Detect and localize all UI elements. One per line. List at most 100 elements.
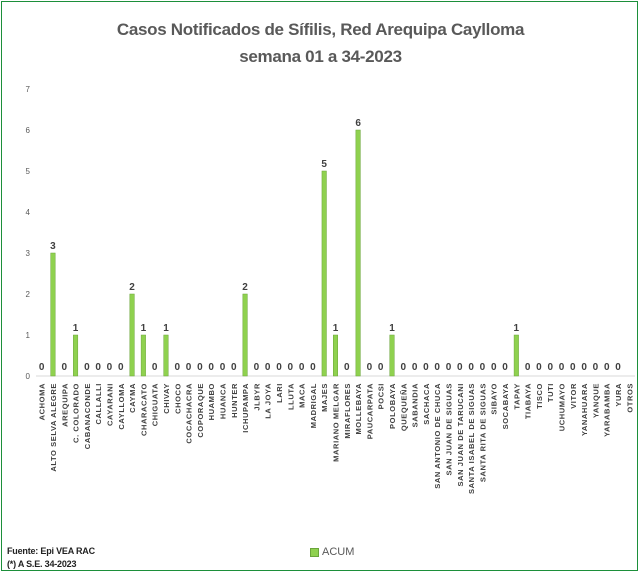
y-tick-label: 6	[26, 126, 31, 135]
data-label: 1	[389, 323, 395, 334]
category-label: SANTA RITA DE SIGUAS	[478, 383, 487, 482]
source-note: Fuente: Epi VEA RAC	[7, 546, 95, 556]
category-label: CHOCO	[173, 383, 182, 414]
category-label: TAPAY	[512, 383, 521, 410]
category-label: MAJES	[320, 383, 329, 412]
category-label: MACA	[298, 383, 307, 408]
category-label: HUANCA	[218, 383, 227, 419]
category-label: SAN JUAN DE SIGUAS	[445, 383, 454, 475]
data-label: 0	[401, 362, 407, 373]
y-tick-label: 4	[26, 208, 31, 217]
data-label: 0	[423, 362, 429, 373]
category-label: CALLALLI	[94, 383, 103, 424]
data-label: 0	[174, 362, 180, 373]
bar	[389, 334, 395, 377]
data-label: 0	[118, 362, 124, 373]
data-label: 0	[570, 362, 576, 373]
category-label: CAYARANI	[105, 383, 114, 426]
category-label: CAYMA	[128, 383, 137, 413]
category-label: COCACHACRA	[185, 383, 194, 444]
category-label: MOLLEBAYA	[354, 383, 363, 435]
data-label: 0	[95, 362, 101, 373]
category-label: SAN JUAN DE TARUCANI	[456, 383, 465, 487]
category-label: ACHOMA	[38, 383, 47, 420]
data-label: 0	[446, 362, 452, 373]
data-label: 0	[152, 362, 158, 373]
category-label: SOCABAYA	[501, 383, 510, 429]
y-tick-label: 1	[26, 331, 31, 340]
data-label: 0	[457, 362, 463, 373]
category-label: CHARACATO	[139, 383, 148, 436]
category-label: LLUTA	[286, 383, 295, 410]
category-label: POCSI	[377, 383, 386, 409]
data-label: 0	[525, 362, 531, 373]
data-label: 0	[220, 362, 226, 373]
data-label: 0	[39, 362, 45, 373]
category-label: LA JOYA	[264, 383, 273, 419]
data-label: 0	[197, 362, 203, 373]
data-label: 0	[378, 362, 384, 373]
data-label: 0	[208, 362, 214, 373]
category-label: TISCO	[535, 383, 544, 409]
data-label: 0	[299, 362, 305, 373]
data-label: 1	[141, 323, 147, 334]
data-label: 0	[581, 362, 587, 373]
data-label: 0	[276, 362, 282, 373]
category-label: QUEQUEÑA	[399, 383, 408, 431]
data-label: 0	[84, 362, 90, 373]
legend-label: ACUM	[322, 546, 355, 558]
category-label: VITOR	[569, 383, 578, 409]
data-label: 3	[50, 241, 56, 252]
data-label: 0	[288, 362, 294, 373]
bar	[513, 334, 519, 377]
category-label: SACHACA	[422, 383, 431, 425]
data-label: 0	[502, 362, 508, 373]
data-label: 0	[367, 362, 373, 373]
category-label: YARABAMBA	[603, 383, 612, 437]
data-label: 0	[61, 362, 67, 373]
category-label: SAN ANTONIO DE CHUCA	[433, 383, 442, 489]
category-label: COPORAQUE	[196, 383, 205, 438]
data-label: 0	[107, 362, 113, 373]
data-label: 1	[163, 323, 169, 334]
bar	[163, 334, 169, 377]
data-label: 0	[547, 362, 553, 373]
category-label: YANQUE	[591, 383, 600, 418]
data-label: 0	[254, 362, 260, 373]
y-tick-label: 3	[26, 249, 31, 258]
category-label: CHIVAY	[162, 383, 171, 414]
category-label: CAYLLOMA	[117, 383, 126, 430]
category-label: PAUCARPATA	[365, 383, 374, 439]
period-note: (*) A S.E. 34-2023	[7, 559, 77, 569]
data-label: 2	[242, 282, 248, 293]
category-label: ICHUPAMPA	[241, 383, 250, 433]
data-label: 1	[73, 323, 79, 334]
category-label: HUAMBO	[207, 383, 216, 420]
y-tick-label: 5	[26, 167, 31, 176]
category-label: TIABAYA	[524, 383, 533, 419]
category-label: SABANDIA	[411, 383, 420, 427]
category-label: CHIGUATA	[151, 383, 160, 426]
data-label: 0	[491, 362, 497, 373]
legend-swatch	[310, 547, 319, 557]
category-label: C. COLORADO	[72, 383, 81, 443]
category-label: TUTI	[546, 383, 555, 402]
data-label: 0	[468, 362, 474, 373]
y-tick-label: 7	[26, 85, 31, 94]
data-label: 0	[434, 362, 440, 373]
data-label: 6	[355, 118, 361, 129]
category-label: MIRAFLORES	[343, 383, 352, 439]
category-label: OTROS	[625, 383, 634, 413]
category-label: UCHUMAYO	[558, 383, 567, 431]
bar	[355, 129, 361, 377]
category-label: ALTO SELVA ALEGRE	[49, 383, 58, 472]
data-label: 0	[310, 362, 316, 373]
bar	[50, 252, 56, 377]
chart-title: Casos Notificados de Sífilis, Red Arequi…	[116, 20, 525, 39]
y-tick-label: 0	[26, 372, 31, 381]
y-tick-label: 2	[26, 290, 31, 299]
data-label: 0	[604, 362, 610, 373]
data-label: 0	[344, 362, 350, 373]
